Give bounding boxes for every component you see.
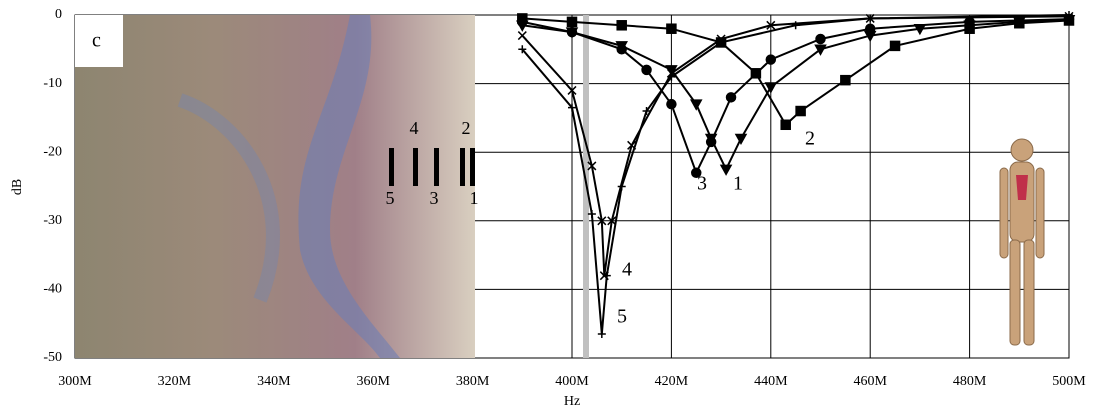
marker (641, 64, 652, 76)
marker (791, 21, 800, 30)
marker (667, 72, 676, 81)
x-tick-label: 420M (655, 374, 689, 389)
marker (866, 14, 875, 23)
marker (719, 164, 733, 176)
x-tick-label: 300M (58, 374, 92, 389)
marker (964, 16, 975, 28)
image-label: 1 (470, 188, 479, 208)
image-label: 3 (430, 188, 439, 208)
y-tick-label: -50 (43, 350, 62, 365)
y-axis-label: dB (10, 179, 25, 195)
marker (518, 45, 527, 54)
y-tick-label: -40 (43, 282, 62, 297)
image-label: 5 (386, 188, 395, 208)
curve (521, 14, 1070, 335)
marker (566, 16, 578, 28)
body-figure (999, 138, 1045, 346)
marker (725, 92, 737, 103)
marker (814, 44, 827, 56)
curve-label: 2 (805, 128, 815, 150)
curve (522, 18, 1070, 172)
marker (587, 209, 596, 218)
marker (566, 26, 578, 38)
image-label: 2 (462, 118, 471, 138)
marker (617, 182, 626, 191)
panel-label: c (92, 30, 101, 52)
marker (717, 38, 726, 47)
anatomy-image (75, 15, 475, 358)
x-tick-label: 340M (257, 374, 291, 389)
marker (1065, 11, 1073, 19)
curve-label: 4 (622, 259, 632, 281)
marker (765, 54, 777, 65)
marker (764, 82, 778, 94)
marker (517, 31, 527, 41)
marker (587, 161, 597, 171)
y-tick-label: -20 (43, 144, 62, 159)
x-tick-label: 440M (754, 374, 788, 389)
marker (568, 103, 576, 112)
marker (642, 107, 651, 116)
curve-label: 1 (733, 173, 743, 195)
curve-label: 5 (617, 306, 627, 328)
marker (602, 271, 611, 280)
marker (1014, 17, 1025, 29)
marker (597, 329, 606, 338)
marker (889, 40, 901, 52)
marker (616, 20, 627, 31)
marker (780, 119, 791, 131)
marker (666, 98, 677, 110)
marker (607, 216, 617, 226)
marker (597, 216, 607, 226)
y-tick-label: -10 (43, 76, 62, 91)
x-axis-label: Hz (564, 394, 580, 409)
marker (689, 99, 703, 111)
marker (734, 133, 748, 146)
curves (516, 11, 1076, 338)
x-tick-label: 480M (953, 374, 987, 389)
marker (840, 74, 851, 86)
curve-label: 3 (697, 173, 707, 195)
curve (521, 15, 1070, 276)
x-tick-label: 360M (356, 374, 390, 389)
marker (705, 136, 717, 148)
x-tick-label: 320M (158, 374, 192, 389)
x-tick-label: 460M (853, 374, 887, 389)
marker (691, 167, 702, 179)
marker (766, 20, 776, 30)
marker (864, 23, 876, 34)
marker (567, 85, 577, 95)
x-tick-label: 400M (555, 374, 589, 389)
image-label: 4 (410, 118, 419, 138)
marker (666, 23, 677, 34)
marker (616, 44, 627, 55)
y-tick-label: -30 (43, 213, 62, 228)
marker (795, 105, 806, 117)
y-tick-label: 0 (55, 7, 62, 22)
marker (815, 33, 826, 45)
x-tick-label: 500M (1052, 374, 1086, 389)
marker (517, 16, 528, 28)
x-tick-label: 380M (456, 374, 490, 389)
curve (522, 18, 1070, 176)
